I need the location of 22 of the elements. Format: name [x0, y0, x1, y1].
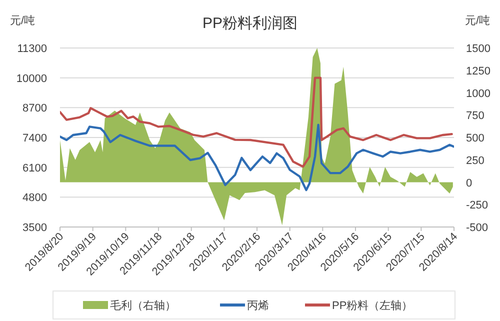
y-tick-label: 8700	[22, 102, 47, 115]
y2-axis-title: 元/吨	[464, 14, 490, 27]
y-tick-label: 11300	[17, 43, 47, 55]
y-tick-label: 6100	[22, 162, 47, 174]
y2-tick-label: -250	[466, 200, 488, 212]
y-tick-label: 3500	[22, 222, 47, 234]
legend-label: 毛利（右轴）	[110, 299, 176, 312]
chart-title: PP粉料利润图	[202, 15, 298, 32]
y2-tick-label: 250	[466, 154, 484, 167]
y2-tick-label: 1250	[466, 65, 490, 78]
y2-tick-label: 1000	[466, 88, 490, 100]
y2-tick-label: -500	[466, 222, 488, 234]
y2-tick-label: 750	[466, 110, 484, 122]
y-tick-label: 7400	[22, 132, 47, 144]
y2-tick-label: 500	[466, 132, 484, 144]
y-tick-label: 4800	[22, 192, 47, 204]
legend-label: 丙烯	[247, 299, 269, 312]
y2-tick-label: 0	[466, 177, 472, 190]
y2-tick-label: 1500	[466, 43, 490, 55]
y-axis-title: 元/吨	[10, 14, 36, 27]
legend-label: PP粉料（左轴）	[332, 299, 413, 312]
y-tick-label: 10000	[16, 72, 47, 85]
